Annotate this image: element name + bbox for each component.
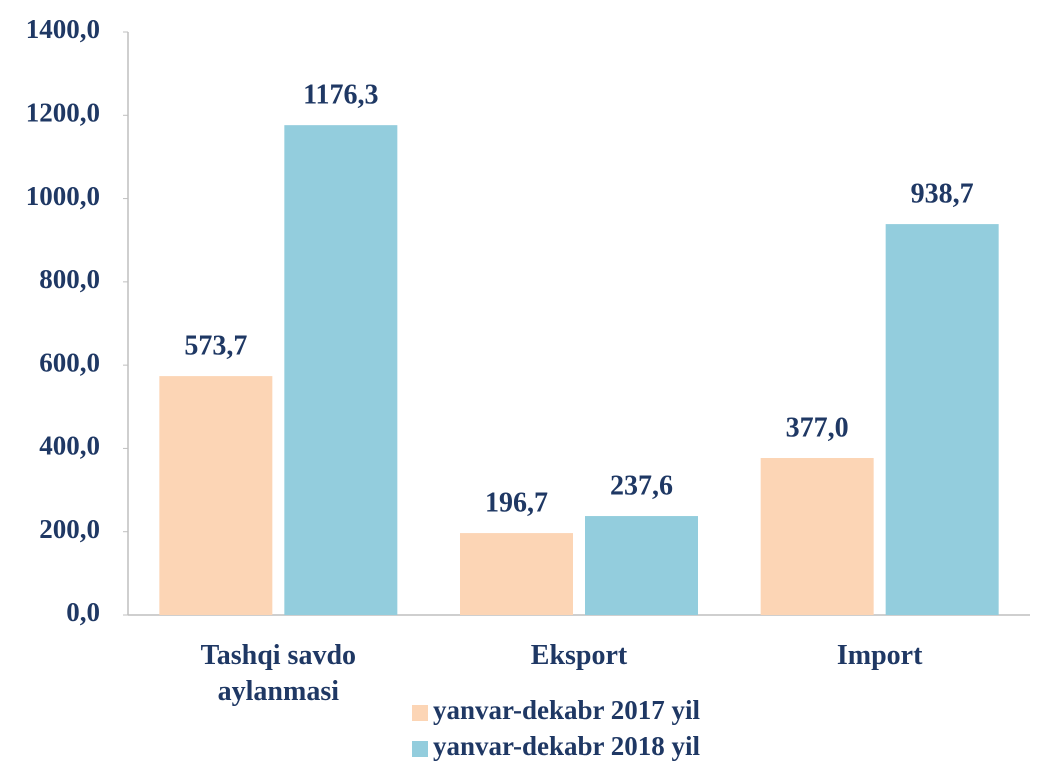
y-tick-label: 200,0 [39, 514, 100, 544]
y-tick-label: 600,0 [39, 347, 100, 377]
legend-label: yanvar-dekabr 2018 yil [433, 731, 701, 761]
x-tick-label: Import [836, 640, 923, 671]
legend-label: yanvar-dekabr 2017 yil [433, 695, 701, 725]
value-label: 573,7 [184, 331, 247, 362]
y-tick-label: 1000,0 [26, 181, 100, 211]
y-tick-label: 0,0 [66, 597, 100, 627]
y-tick-label: 800,0 [39, 264, 100, 294]
bar [284, 125, 398, 615]
y-tick-label: 400,0 [39, 431, 100, 461]
bar [159, 376, 273, 615]
legend-swatch [412, 705, 428, 721]
x-tick-label: Eksport [530, 640, 628, 671]
bar [460, 533, 573, 615]
bar [585, 516, 698, 615]
value-label: 377,0 [786, 412, 849, 443]
x-tick-label: Tashqi savdo aylanmasi [200, 640, 357, 707]
y-tick-label: 1400,0 [26, 14, 100, 44]
bar [885, 224, 999, 615]
value-label: 938,7 [911, 179, 974, 210]
value-label: 1176,3 [303, 80, 378, 111]
legend-swatch [412, 741, 428, 757]
y-tick-label: 1200,0 [26, 97, 100, 127]
value-label: 196,7 [485, 488, 548, 519]
value-label: 237,6 [610, 470, 673, 501]
bar [760, 458, 874, 615]
